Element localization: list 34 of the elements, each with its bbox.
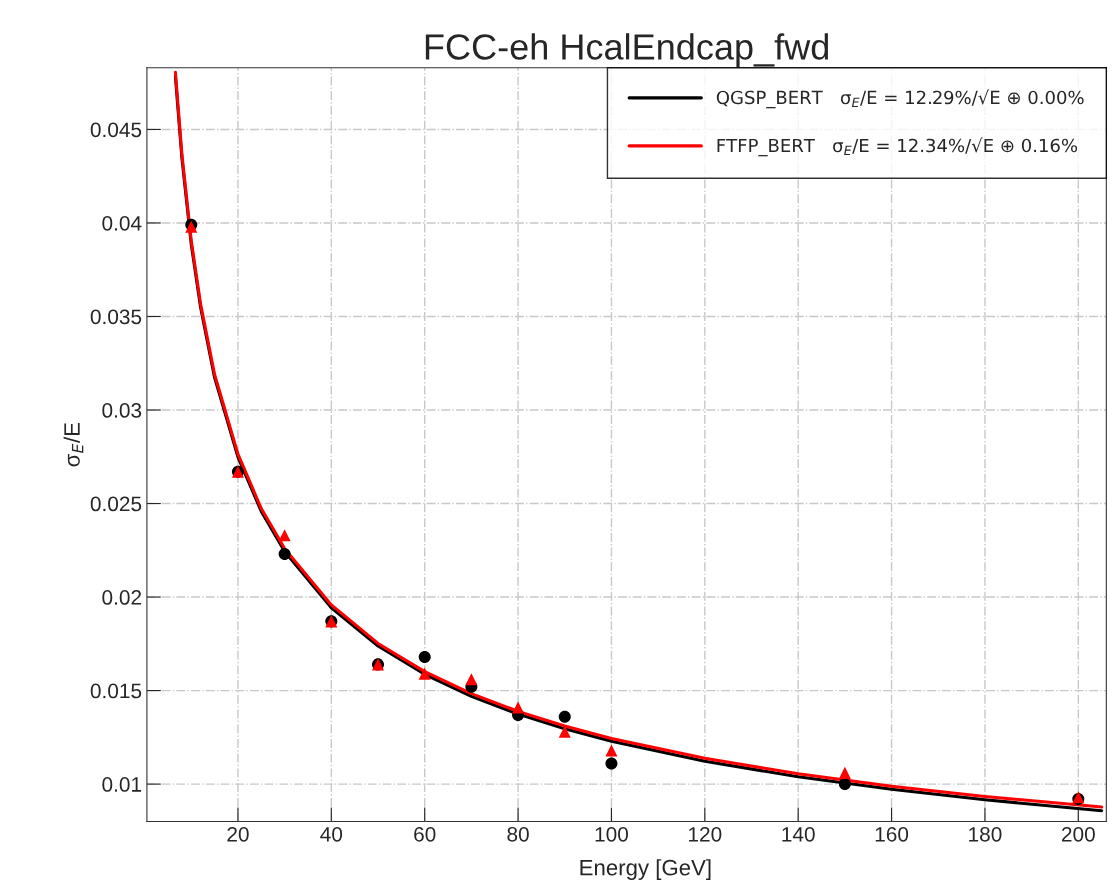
- x-axis-title: Energy [GeV]: [580, 859, 711, 880]
- x-tick-label: 160: [875, 826, 909, 842]
- x-tick-label: 200: [1061, 826, 1095, 842]
- point: [838, 766, 851, 779]
- point: [558, 710, 571, 723]
- point: [418, 650, 431, 663]
- x-tick-label: 140: [782, 826, 815, 842]
- y-tick-label: 0.02: [102, 590, 142, 605]
- x-tick-label: 60: [414, 826, 436, 842]
- x-tick-label: 20: [227, 826, 249, 842]
- x-tick-label: 80: [507, 826, 529, 842]
- y-axis-title: σ$_{E}$/E: [63, 422, 84, 467]
- y-tick-label: 0.03: [102, 403, 142, 418]
- point: [465, 673, 478, 686]
- x-tick-label: 180: [969, 826, 1002, 842]
- y-tick-label: 0.025: [90, 496, 142, 512]
- y-tick-label: 0.04: [102, 215, 142, 231]
- point: [605, 744, 618, 757]
- y-tick-label: 0.035: [90, 309, 142, 325]
- y-tick-label: 0.01: [102, 777, 142, 792]
- y-tick-label: 0.015: [90, 683, 142, 699]
- point: [278, 529, 291, 542]
- point: [605, 757, 618, 770]
- point: [838, 778, 851, 791]
- legend-label: FTFP_BERT σ$_{E}$/E = 12.34%/√E ⊕ 0.16%: [717, 137, 1078, 157]
- y-tick-label: 0.045: [90, 122, 142, 138]
- point: [418, 667, 431, 680]
- point: [512, 701, 525, 714]
- x-tick-label: 120: [689, 826, 722, 842]
- chart-title: FCC-eh HcalEndcap_fwd: [425, 33, 829, 67]
- x-tick-label: 100: [595, 826, 629, 842]
- point: [278, 548, 291, 561]
- legend-label: QGSP_BERT σ$_{E}$/E = 12.29%/√E ⊕ 0.00%: [716, 89, 1084, 109]
- x-tick-label: 40: [320, 826, 343, 842]
